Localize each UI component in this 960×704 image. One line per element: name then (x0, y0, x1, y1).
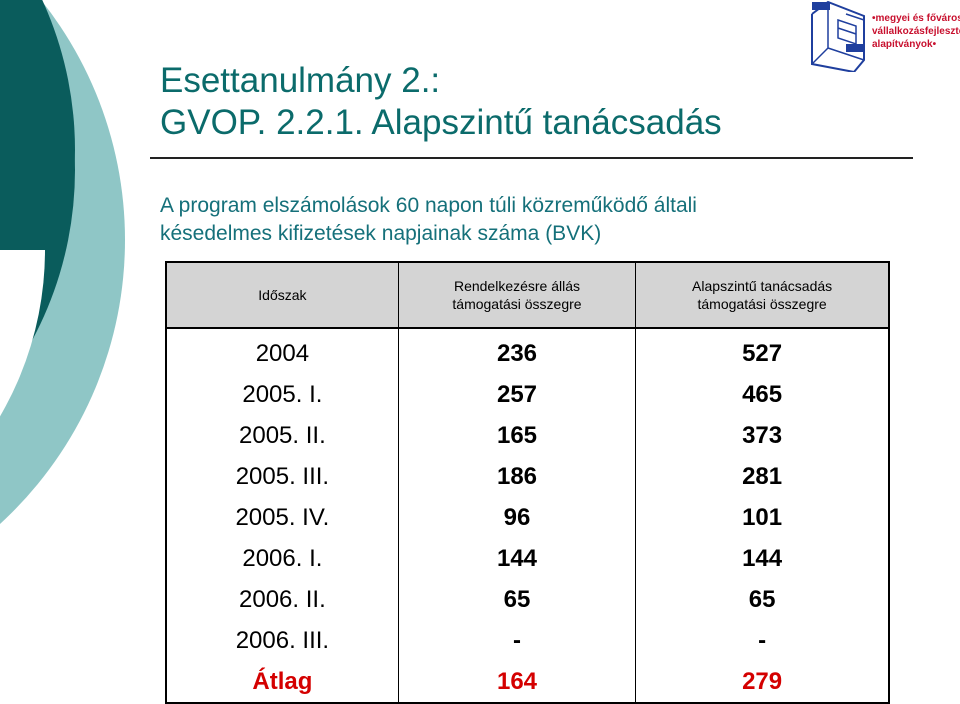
header-period-label: Időszak (258, 287, 307, 303)
table-header: Időszak Rendelkezésre állás támogatási ö… (166, 262, 889, 329)
table-row: 2006. I. 144 144 (166, 538, 889, 579)
table-row: 2005. IV. 96 101 (166, 497, 889, 538)
decorative-side-arcs (0, 0, 125, 524)
cell-basic-consulting: 281 (742, 462, 783, 490)
cell-period: 2006. III. (166, 620, 399, 661)
header-availability-line-2: támogatási összegre (452, 296, 582, 312)
cell-period: 2004 (166, 328, 399, 374)
header-availability-line-1: Rendelkezésre állás (453, 278, 581, 294)
cell-availability: 186 (398, 456, 637, 497)
cell-period: 2006. II. (166, 579, 399, 620)
header-basic-consulting-line-2: támogatási összegre (697, 296, 827, 312)
table-row: 2006. III. - - (166, 620, 889, 661)
table-row: 2006. II. 65 65 (166, 579, 889, 620)
cell-availability: 165 (398, 415, 637, 456)
logo-text-line-3: alapítványok• (872, 39, 937, 50)
average-label: Átlag (166, 661, 399, 703)
header-row: Időszak Rendelkezésre állás támogatási ö… (166, 262, 889, 329)
logo-text-line-1: •megyei és fővárosi (872, 13, 960, 24)
cell-period: 2005. IV. (166, 497, 399, 538)
title-line-1: Esettanulmány 2.: (160, 61, 441, 100)
table-row: 2005. II. 165 373 (166, 415, 889, 456)
cell-availability: 65 (398, 579, 637, 620)
title-divider (150, 157, 913, 159)
cube-logo-icon (808, 0, 870, 72)
average-availability: 164 (398, 661, 637, 703)
title-line-2: GVOP. 2.2.1. Alapszintű tanácsadás (160, 103, 722, 142)
cell-availability: 96 (398, 497, 637, 538)
logo-text-line-2: vállalkozásfejlesztési (872, 26, 960, 37)
cell-basic-consulting: - (758, 626, 767, 654)
page-title: Esettanulmány 2.: GVOP. 2.2.1. Alapszint… (160, 60, 722, 144)
cell-basic-consulting: 65 (748, 585, 776, 613)
logo-text: •megyei és fővárosi vállalkozásfejleszté… (872, 12, 960, 51)
cell-availability: - (398, 620, 637, 661)
subtitle-line-2: késedelmes kifizetések napjainak száma (… (160, 222, 602, 245)
cell-availability: 236 (398, 328, 637, 374)
cell-availability: 257 (398, 374, 637, 415)
cell-period: 2006. I. (166, 538, 399, 579)
cell-period: 2005. II. (166, 415, 399, 456)
cell-basic-consulting: 101 (742, 503, 783, 531)
cell-availability: 144 (398, 538, 637, 579)
data-table: Időszak Rendelkezésre állás támogatási ö… (165, 261, 890, 704)
table-body: 2004 236 527 2005. I. 257 465 2005. II. 165 373 2… (166, 328, 889, 703)
table-row: 2005. III. 186 281 (166, 456, 889, 497)
header-period: Időszak (166, 262, 399, 329)
header-basic-consulting-line-1: Alapszintű tanácsadás (692, 278, 833, 294)
average-basic-consulting: 279 (742, 667, 783, 695)
cell-period: 2005. III. (166, 456, 399, 497)
cell-basic-consulting: 465 (742, 380, 783, 408)
dark-arc-top (0, 0, 75, 250)
subtitle-line-1: A program elszámolások 60 napon túli köz… (160, 194, 697, 217)
cell-basic-consulting: 144 (742, 544, 783, 572)
cell-period: 2005. I. (166, 374, 399, 415)
subtitle: A program elszámolások 60 napon túli köz… (160, 192, 880, 248)
table-row: 2004 236 527 (166, 328, 889, 374)
table-row: 2005. I. 257 465 (166, 374, 889, 415)
cell-basic-consulting: 373 (742, 421, 783, 449)
header-basic-consulting: Alapszintű tanácsadás támogatási összegr… (635, 262, 889, 329)
header-availability: Rendelkezésre állás támogatási összegre (398, 262, 637, 329)
average-row: Átlag 164 279 (166, 661, 889, 703)
cell-basic-consulting: 527 (742, 339, 783, 367)
